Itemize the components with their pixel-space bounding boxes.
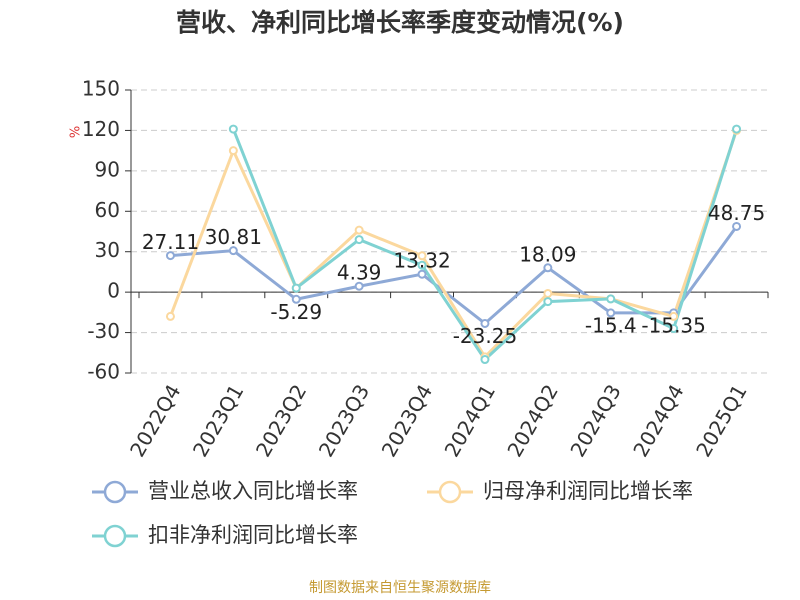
y-tick-label: 30 (95, 238, 120, 262)
data-point (417, 251, 427, 261)
data-point (165, 251, 175, 261)
y-tick-label: 90 (95, 157, 120, 181)
legend-label: 营业总收入同比增长率 (148, 479, 358, 503)
y-tick-label: -60 (87, 360, 120, 384)
data-label: 27.11 (142, 230, 199, 254)
data-label: 13.32 (393, 249, 450, 273)
data-point (606, 294, 616, 304)
legend-item: 扣非净利润同比增长率 (92, 523, 358, 548)
data-point (354, 281, 364, 291)
x-tick-label: 2025Q1 (691, 380, 751, 461)
data-point (228, 146, 238, 156)
data-point (228, 124, 238, 134)
x-tick-label: 2024Q4 (628, 380, 688, 461)
data-point (228, 246, 238, 256)
data-point (354, 225, 364, 235)
data-point (417, 260, 427, 270)
y-tick-label: -30 (87, 319, 120, 343)
data-point (669, 311, 679, 321)
data-point (291, 283, 301, 293)
data-point (732, 124, 742, 134)
data-label: 30.81 (205, 225, 262, 249)
legend-marker (103, 480, 127, 504)
data-point (732, 221, 742, 231)
x-tick-label: 2023Q3 (314, 380, 374, 461)
legend-label: 扣非净利润同比增长率 (148, 523, 358, 547)
source-note: 制图数据来自恒生聚源数据库 (309, 580, 491, 596)
data-label: -23.25 (453, 324, 517, 348)
y-tick-label: 150 (82, 77, 120, 101)
legend-marker (103, 524, 127, 548)
y-axis-label: % (69, 126, 84, 138)
chart-title: 营收、净利同比增长率季度变动情况(%) (176, 8, 624, 37)
x-tick-label: 2024Q2 (502, 380, 562, 461)
data-point (543, 288, 553, 298)
data-label: 4.39 (337, 261, 382, 285)
x-tick-label: 2023Q2 (251, 380, 311, 461)
x-tick-label: 2023Q4 (377, 380, 437, 461)
x-tick-label: 2024Q3 (565, 380, 625, 461)
data-point (165, 311, 175, 321)
data-point (543, 263, 553, 273)
x-tick-label: 2023Q1 (188, 380, 248, 461)
data-label: -15.35 (641, 313, 705, 337)
legend-item: 营业总收入同比增长率 (92, 479, 358, 504)
data-label: 48.75 (708, 201, 765, 225)
data-point (417, 269, 427, 279)
legend-item: 归母净利润同比增长率 (427, 479, 693, 504)
y-tick-label: 120 (82, 117, 120, 141)
data-point (480, 318, 490, 328)
x-tick-label: 2022Q4 (125, 380, 185, 461)
y-tick-label: 0 (107, 279, 120, 303)
data-label: -5.29 (270, 300, 322, 324)
data-point (606, 308, 616, 318)
data-point (354, 235, 364, 245)
legend-marker (438, 480, 462, 504)
legend-label: 归母净利润同比增长率 (483, 479, 693, 503)
data-point (291, 294, 301, 304)
series-line (169, 129, 738, 360)
data-point (543, 297, 553, 307)
data-point (480, 355, 490, 365)
data-label: 18.09 (519, 242, 576, 266)
x-tick-label: 2024Q1 (440, 380, 500, 461)
data-label: -15.4 (585, 313, 637, 337)
data-point (669, 324, 679, 334)
y-tick-label: 60 (95, 198, 120, 222)
